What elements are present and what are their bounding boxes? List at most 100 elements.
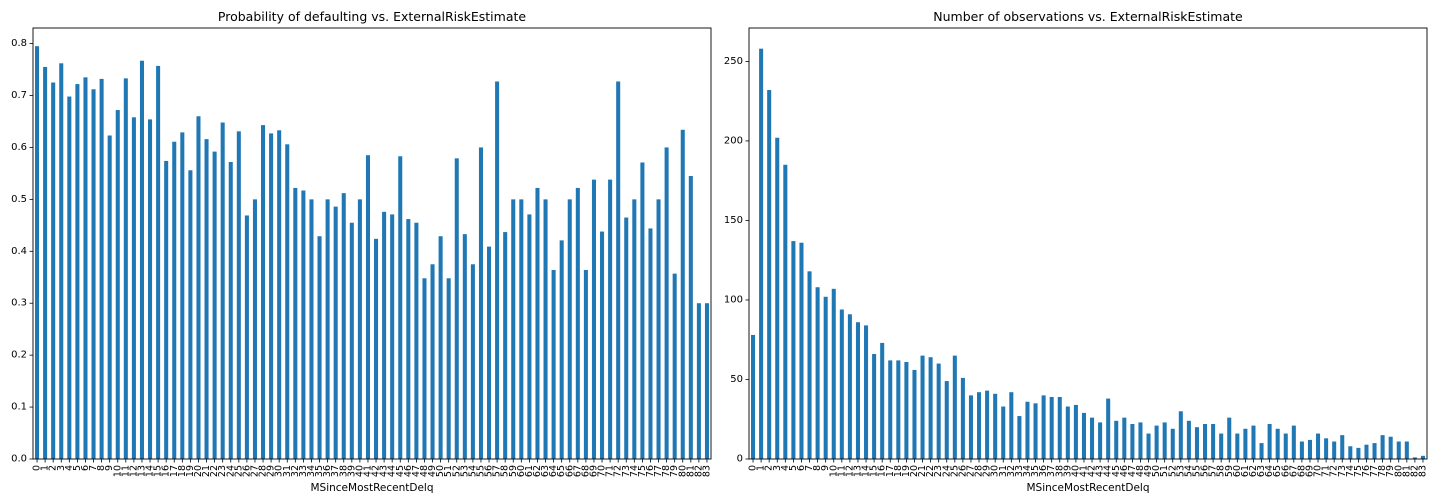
bar-44	[390, 214, 395, 459]
bar-41	[365, 155, 370, 459]
bar-30	[993, 393, 998, 459]
x-tick-label: 78	[1377, 465, 1388, 477]
x-tick-label: 49	[1143, 465, 1154, 477]
bar-49	[430, 264, 435, 459]
bar-64	[551, 269, 556, 459]
x-tick-label: 64	[1264, 465, 1275, 477]
x-tick-label: 63	[540, 465, 551, 477]
x-tick-label: 61	[1240, 465, 1251, 477]
x-tick-label: 28	[258, 465, 269, 477]
x-tick-label: 56	[1200, 465, 1211, 477]
bar-68	[1299, 441, 1304, 459]
x-tick-label: 73	[1337, 465, 1348, 477]
bar-52	[454, 158, 459, 459]
x-tick-label: 59	[508, 465, 519, 477]
bar-74	[632, 199, 637, 460]
bar-34	[309, 199, 314, 460]
x-tick-label: 67	[572, 465, 583, 477]
x-tick-label: 4	[64, 465, 75, 471]
x-tick-label: 20	[909, 465, 920, 477]
bar-18	[180, 132, 185, 459]
y-tick-label: 0.4	[11, 246, 27, 257]
bar-10	[115, 110, 120, 460]
x-tick-label: 38	[1054, 465, 1065, 477]
bar-51	[446, 278, 451, 459]
bar-1	[43, 66, 48, 459]
x-tick-label: 53	[1175, 465, 1186, 477]
x-tick-label: 70	[1313, 465, 1324, 477]
bar-5	[791, 241, 796, 459]
bar-66	[567, 199, 572, 460]
x-tick-label: 50	[435, 465, 446, 477]
bar-75	[640, 162, 645, 460]
x-tick-label: 37	[1046, 465, 1057, 477]
bar-83	[1420, 455, 1425, 459]
x-tick-label: 10	[828, 465, 839, 477]
bar-22	[212, 151, 217, 459]
bar-79	[1388, 436, 1393, 459]
bar-80	[1396, 441, 1401, 459]
x-tick-label: 66	[564, 465, 575, 477]
x-tick-label: 80	[1393, 465, 1404, 477]
x-tick-label: 65	[556, 465, 567, 477]
x-tick-label: 13	[852, 465, 863, 477]
x-tick-label: 12	[844, 465, 855, 477]
bar-33	[1017, 416, 1022, 459]
x-tick-label: 24	[225, 465, 236, 477]
x-tick-label: 16	[877, 465, 888, 477]
bar-79	[672, 273, 677, 459]
bar-16	[880, 342, 885, 459]
y-tick-label: 0.7	[11, 90, 27, 101]
x-tick-label: 81	[1401, 465, 1412, 477]
bar-71	[608, 179, 613, 459]
x-tick-label: 63	[1256, 465, 1267, 477]
x-tick-label: 55	[475, 465, 486, 477]
bar-54	[1186, 420, 1191, 459]
x-tick-label: 62	[1248, 465, 1259, 477]
x-tick-label: 5	[788, 465, 799, 471]
bar-60	[519, 199, 524, 460]
bar-32	[293, 187, 298, 459]
x-tick-label: 6	[80, 465, 91, 471]
bar-38	[341, 193, 346, 459]
x-tick-label: 74	[629, 465, 640, 477]
x-tick-label: 42	[371, 465, 382, 477]
bar-12	[847, 314, 852, 459]
y-tick-label: 0.1	[11, 402, 27, 413]
x-tick-label: 47	[411, 465, 422, 477]
bar-35	[1033, 403, 1038, 459]
bar-36	[325, 199, 330, 460]
x-tick-label: 51	[443, 465, 454, 477]
bar-37	[333, 206, 338, 459]
x-tick-label: 57	[492, 465, 503, 477]
bar-59	[511, 199, 516, 460]
x-tick-label: 64	[548, 465, 559, 477]
bar-36	[1041, 395, 1046, 459]
x-tick-label: 5	[72, 465, 83, 471]
bar-22	[928, 357, 933, 459]
x-tick-label: 51	[1159, 465, 1170, 477]
x-tick-label: 17	[169, 465, 180, 477]
x-tick-label: 33	[1014, 465, 1025, 477]
x-tick-label: 6	[796, 465, 807, 471]
bar-43	[382, 211, 387, 459]
x-tick-label: 12	[128, 465, 139, 477]
x-tick-label: 61	[524, 465, 535, 477]
x-tick-label: 34	[306, 465, 317, 477]
bar-75	[1356, 447, 1361, 459]
bar-47	[1130, 424, 1135, 459]
bar-19	[188, 170, 193, 459]
x-tick-label: 0	[748, 465, 759, 471]
x-tick-label: 14	[145, 465, 156, 477]
x-tick-label: 25	[949, 465, 960, 477]
bar-80	[680, 129, 685, 459]
x-tick-label: 21	[201, 465, 212, 477]
x-tick-label: 43	[1095, 465, 1106, 477]
bar-61	[1243, 428, 1248, 459]
x-tick-label: 9	[104, 465, 115, 471]
y-tick-label: 250	[724, 56, 743, 67]
bar-38	[1057, 396, 1062, 459]
x-tick-label: 39	[346, 465, 357, 477]
x-tick-label: 23	[217, 465, 228, 477]
bar-43	[1098, 422, 1103, 459]
